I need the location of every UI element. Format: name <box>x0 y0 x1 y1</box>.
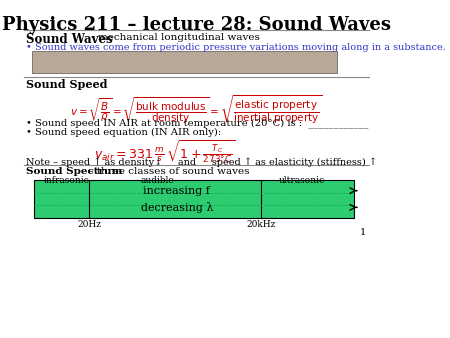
Text: • Sound speed IN AIR at room temperature (20°C) is :  ____________: • Sound speed IN AIR at room temperature… <box>27 118 369 128</box>
Text: infrasonic: infrasonic <box>44 176 90 185</box>
Text: 20Hz: 20Hz <box>77 220 101 229</box>
Text: - mechanical longitudinal waves: - mechanical longitudinal waves <box>88 33 260 42</box>
FancyBboxPatch shape <box>32 51 338 73</box>
Text: Sound Speed: Sound Speed <box>27 79 108 90</box>
Text: increasing f: increasing f <box>144 186 210 196</box>
Text: 1: 1 <box>360 228 366 237</box>
Text: audible: audible <box>140 176 174 185</box>
Text: – three classes of sound waves: – three classes of sound waves <box>85 167 250 176</box>
Text: Sound Waves: Sound Waves <box>27 33 113 46</box>
Text: • Sound waves come from periodic pressure variations moving along in a substance: • Sound waves come from periodic pressur… <box>27 43 446 52</box>
Text: Note – speed ↑ as density↓     and     speed ↑ as elasticity (stiffness) ↑: Note – speed ↑ as density↓ and speed ↑ a… <box>27 158 378 167</box>
Text: Sound Spectrum: Sound Spectrum <box>27 167 123 176</box>
Text: ultrasonic: ultrasonic <box>279 176 325 185</box>
Text: $v_{air} = 331\,\frac{m}{s}\,\sqrt{1 + \frac{T_C}{273°C}}$: $v_{air} = 331\,\frac{m}{s}\,\sqrt{1 + \… <box>94 138 236 165</box>
Text: decreasing λ: decreasing λ <box>141 202 213 213</box>
Text: $v = \sqrt{\dfrac{B}{\rho}} = \sqrt{\dfrac{\mathrm{bulk\ modulus}}{\mathrm{densi: $v = \sqrt{\dfrac{B}{\rho}} = \sqrt{\dfr… <box>70 94 323 127</box>
Text: • Sound speed equation (IN AIR only):: • Sound speed equation (IN AIR only): <box>27 128 222 137</box>
FancyBboxPatch shape <box>34 180 354 218</box>
Text: 20kHz: 20kHz <box>247 220 276 229</box>
Text: Physics 211 – lecture 28: Sound Waves: Physics 211 – lecture 28: Sound Waves <box>2 16 391 34</box>
